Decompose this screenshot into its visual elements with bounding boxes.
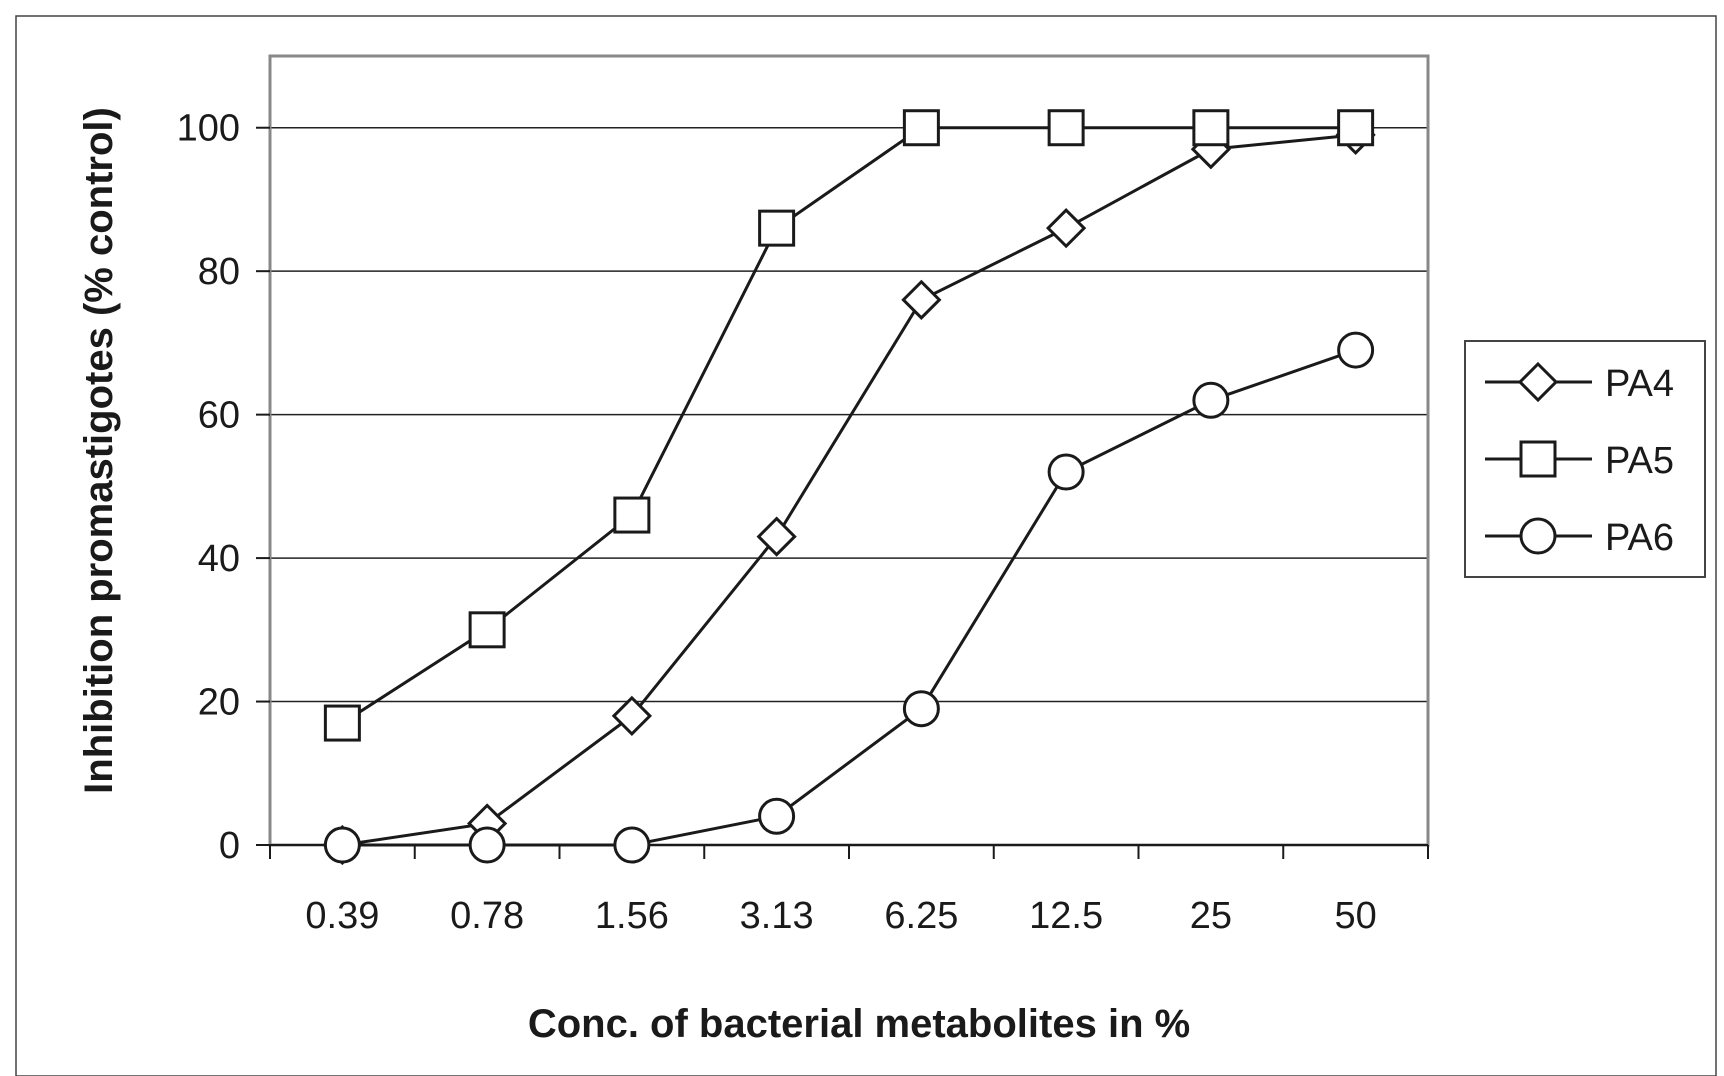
x-tick-label: 3.13 bbox=[740, 895, 814, 937]
x-tick-label: 6.25 bbox=[884, 895, 958, 937]
data-point-PA4 bbox=[901, 279, 942, 320]
x-tick-label: 25 bbox=[1190, 895, 1232, 937]
x-tick-label: 50 bbox=[1334, 895, 1376, 937]
legend-label-PA5: PA5 bbox=[1605, 440, 1674, 482]
legend-label-PA4: PA4 bbox=[1605, 363, 1674, 405]
y-axis-title: Inhibition promastigotes (% control) bbox=[77, 107, 121, 794]
y-tick-label: 80 bbox=[198, 251, 240, 293]
figure-border bbox=[15, 15, 1717, 1076]
data-point-PA6 bbox=[902, 690, 940, 728]
series-line-PA6 bbox=[342, 348, 1357, 847]
legend-marker-PA5 bbox=[1519, 440, 1557, 478]
x-tick-label: 12.5 bbox=[1029, 895, 1103, 937]
data-point-PA6 bbox=[1047, 453, 1085, 491]
x-axis-title: Conc. of bacterial metabolites in % bbox=[528, 1002, 1190, 1046]
series-PA6 bbox=[323, 331, 1375, 864]
axes: 0 20 40 60 80 100 0.39 0.78 1.56 3.13 6.25 12.5 25 50 bbox=[177, 108, 1429, 937]
data-point-PA4 bbox=[611, 695, 652, 737]
data-point-PA6 bbox=[1192, 381, 1230, 419]
x-tick-label: 1.56 bbox=[595, 895, 669, 937]
y-tick-label: 100 bbox=[177, 108, 240, 150]
y-tick-label: 0 bbox=[219, 825, 240, 867]
data-point-PA5 bbox=[1337, 109, 1375, 147]
data-point-PA5 bbox=[902, 109, 940, 147]
legend-label-PA6: PA6 bbox=[1605, 517, 1674, 559]
data-point-PA5 bbox=[323, 704, 361, 742]
data-point-PA6 bbox=[323, 826, 361, 864]
data-point-PA4 bbox=[1046, 208, 1087, 249]
data-point-PA5 bbox=[613, 496, 651, 534]
y-tick-label: 40 bbox=[198, 538, 240, 580]
x-tick-label: 0.78 bbox=[450, 895, 524, 937]
data-point-PA5 bbox=[1047, 109, 1085, 147]
data-point-PA4 bbox=[756, 516, 797, 557]
data-point-PA6 bbox=[468, 826, 506, 864]
data-point-PA6 bbox=[613, 826, 651, 864]
data-point-PA6 bbox=[758, 797, 796, 835]
legend: PA4 PA5 PA6 bbox=[1464, 340, 1706, 578]
series-line-PA4 bbox=[342, 133, 1356, 847]
data-point-PA5 bbox=[758, 209, 796, 247]
legend-marker-PA6 bbox=[1519, 517, 1557, 555]
series-layer bbox=[322, 109, 1376, 866]
data-point-PA5 bbox=[1192, 109, 1230, 147]
legend-marker-PA4 bbox=[1517, 361, 1559, 403]
series-PA5 bbox=[323, 109, 1375, 742]
data-point-PA5 bbox=[468, 611, 506, 649]
y-tick-label: 60 bbox=[198, 395, 240, 437]
series-line-PA5 bbox=[341, 126, 1356, 725]
x-tick-label: 0.39 bbox=[305, 895, 379, 937]
y-tick-label: 20 bbox=[198, 682, 240, 724]
data-point-PA6 bbox=[1337, 331, 1375, 369]
